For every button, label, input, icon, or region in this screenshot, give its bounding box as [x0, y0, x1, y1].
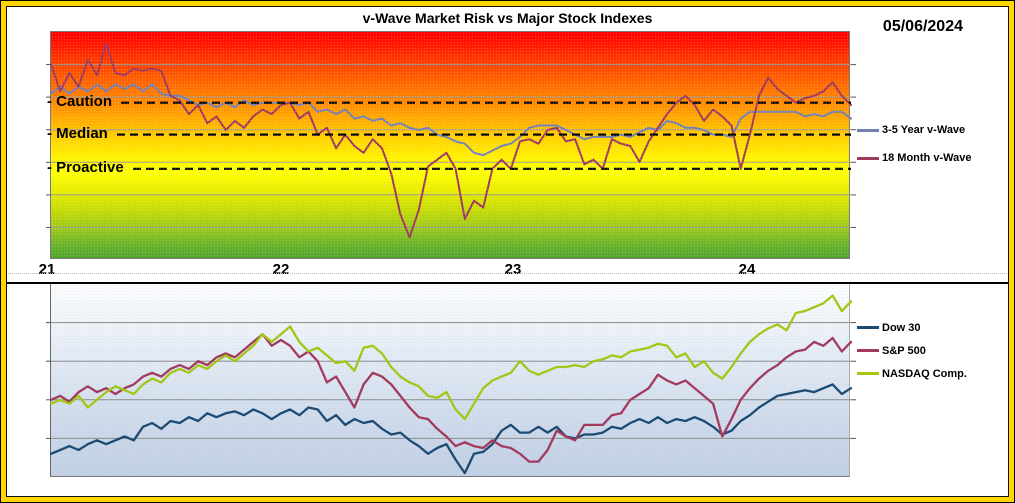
bottom-chart-legend: Dow 30 S&P 500 NASDAQ Comp. — [857, 316, 967, 385]
page-title: v-Wave Market Risk vs Major Stock Indexe… — [362, 10, 653, 26]
line-swatch-icon — [857, 349, 879, 352]
legend-label: 18 Month v-Wave — [882, 152, 972, 164]
legend-item-18-month-v-wave: 18 Month v-Wave — [857, 144, 971, 172]
report-date: 05/06/2024 — [882, 18, 963, 35]
threshold-label-2: - Proactive — [47, 159, 124, 177]
top-chart-svg — [46, 42, 856, 239]
axis-dotted-rule — [8, 273, 1007, 274]
top-chart-legend: 3-5 Year v-Wave 18 Month v-Wave — [857, 116, 971, 172]
legend-item-nasdaq-comp: NASDAQ Comp. — [857, 362, 967, 385]
bottom-chart-plot — [46, 284, 856, 477]
top-chart-plot — [46, 31, 856, 259]
legend-item-3-5-year-v-wave: 3-5 Year v-Wave — [857, 116, 971, 144]
x-tick-24: 24 — [738, 261, 756, 278]
threshold-label-0: - Caution — [47, 93, 112, 111]
line-swatch-icon — [857, 326, 879, 329]
line-swatch-icon — [857, 128, 879, 132]
legend-label: 3-5 Year v-Wave — [882, 124, 966, 136]
threshold-label-1: - Median — [47, 125, 108, 143]
legend-label: S&P 500 — [882, 344, 926, 357]
legend-item-dow-30: Dow 30 — [857, 316, 967, 339]
line-swatch-icon — [857, 156, 879, 160]
x-tick-23: 23 — [504, 261, 522, 278]
legend-item-sp-500: S&P 500 — [857, 339, 967, 362]
bottom-chart-svg — [46, 294, 856, 475]
panel-separator-line — [7, 282, 1008, 284]
line-swatch-icon — [857, 372, 879, 375]
legend-label: NASDAQ Comp. — [882, 367, 967, 380]
legend-label: Dow 30 — [882, 321, 921, 334]
x-tick-22: 22 — [272, 261, 290, 278]
x-tick-21: 21 — [38, 261, 56, 278]
